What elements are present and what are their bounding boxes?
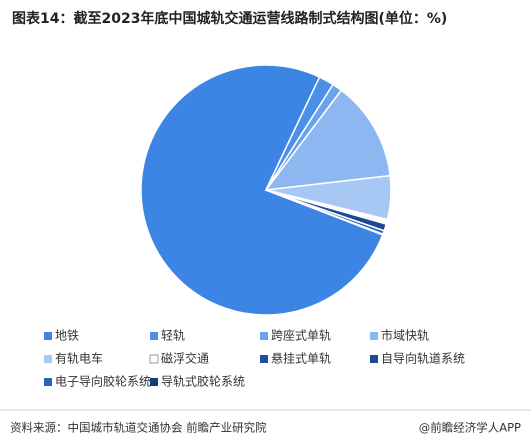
legend-swatch	[150, 332, 158, 340]
legend-label: 轻轨	[161, 329, 185, 343]
chart-title: 图表14：截至2023年底中国城轨交通运营线路制式结构图(单位：%)	[12, 10, 447, 27]
pie-slice	[264, 89, 392, 191]
legend-swatch	[260, 332, 268, 340]
pie-slice	[140, 64, 384, 316]
legend-label: 导轨式胶轮系统	[161, 374, 245, 389]
brand: @前瞻经济学人APP	[419, 421, 521, 435]
legend-swatch	[44, 355, 52, 363]
legend-swatch	[370, 355, 378, 363]
legend-swatch	[260, 355, 268, 363]
legend-label: 有轨电车	[55, 351, 103, 366]
source: 资料来源：中国城市轨道交通协会 前瞻产业研究院	[10, 421, 267, 435]
legend-label: 市域快轨	[381, 328, 429, 343]
legend-swatch	[150, 378, 158, 386]
legend-label: 自导向轨道系统	[381, 351, 465, 366]
legend-label: 地铁	[55, 329, 79, 343]
legend-label: 悬挂式单轨	[271, 352, 331, 366]
legend-label: 磁浮交通	[161, 351, 209, 366]
legend-swatch	[149, 354, 159, 364]
legend-swatch	[44, 332, 52, 340]
pie-slice	[265, 189, 384, 236]
legend-label: 电子导向胶轮系统	[55, 374, 151, 389]
legend-swatch	[370, 332, 378, 340]
legend-swatch	[44, 378, 52, 386]
legend-label: 跨座式单轨	[271, 328, 331, 343]
